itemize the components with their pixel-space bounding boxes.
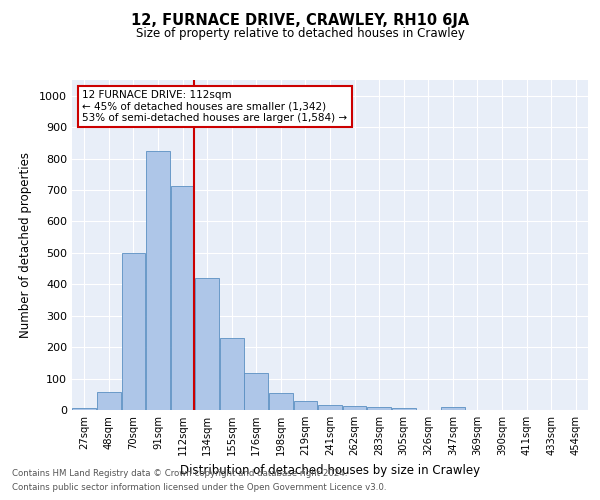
Bar: [170, 186, 194, 410]
Text: 12 FURNACE DRIVE: 112sqm
← 45% of detached houses are smaller (1,342)
53% of sem: 12 FURNACE DRIVE: 112sqm ← 45% of detach…: [82, 90, 347, 123]
Bar: [441, 408, 465, 410]
Bar: [269, 392, 293, 410]
Bar: [146, 150, 170, 410]
Text: 12, FURNACE DRIVE, CRAWLEY, RH10 6JA: 12, FURNACE DRIVE, CRAWLEY, RH10 6JA: [131, 12, 469, 28]
Bar: [220, 338, 244, 410]
Bar: [122, 253, 145, 410]
Text: Size of property relative to detached houses in Crawley: Size of property relative to detached ho…: [136, 28, 464, 40]
X-axis label: Distribution of detached houses by size in Crawley: Distribution of detached houses by size …: [180, 464, 480, 476]
Bar: [293, 400, 317, 410]
Text: Contains HM Land Registry data © Crown copyright and database right 2024.: Contains HM Land Registry data © Crown c…: [12, 468, 347, 477]
Text: Contains public sector information licensed under the Open Government Licence v3: Contains public sector information licen…: [12, 484, 386, 492]
Bar: [244, 373, 268, 410]
Bar: [367, 407, 391, 410]
Bar: [392, 408, 416, 410]
Bar: [318, 406, 342, 410]
Bar: [195, 278, 219, 410]
Y-axis label: Number of detached properties: Number of detached properties: [19, 152, 32, 338]
Bar: [343, 406, 367, 410]
Bar: [97, 392, 121, 410]
Bar: [73, 408, 96, 410]
